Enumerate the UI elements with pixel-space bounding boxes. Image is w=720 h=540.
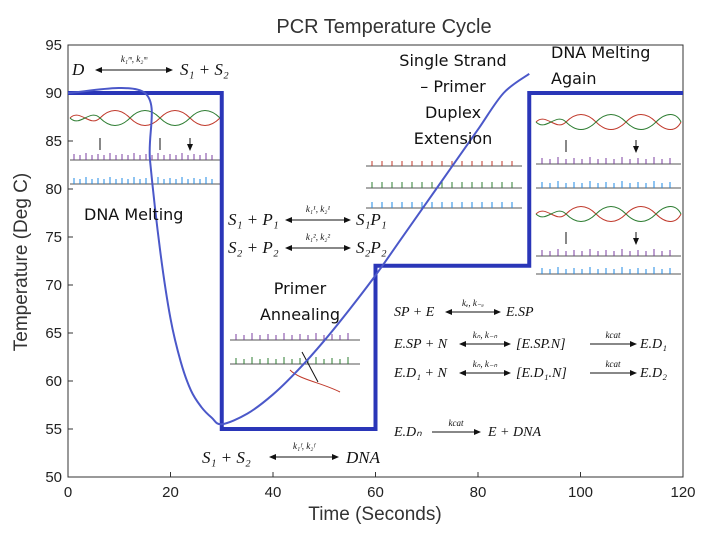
eq-ext-3-rates: kₙ, k₋ₙ xyxy=(473,359,498,369)
melting-again-line-1: DNA Melting xyxy=(551,43,650,62)
melting-again-line-2: Again xyxy=(551,69,597,88)
equation-ext-4: E.Dₙ kcat E + DNA xyxy=(393,418,541,440)
equation-anneal-full: S₁ + S₂ k₁ᶠ, k₂ᶠ DNA xyxy=(202,441,381,467)
equation-ext-2: E.SP + N kₙ, k₋ₙ [E.SP.N] kcat E.D₁ xyxy=(393,330,667,352)
eq-anneal-2-rates: k₁², k₂² xyxy=(306,232,330,242)
actual-temperature-curve xyxy=(67,72,530,426)
extension-line-1: Single Strand xyxy=(399,51,506,70)
eq-anneal-1-left: S₁ + P₁ xyxy=(228,210,279,229)
extension-line-4: Extension xyxy=(414,129,493,148)
y-axis-label: Temperature (Deg C) xyxy=(11,173,32,351)
y-tick-label: 70 xyxy=(45,277,62,294)
eq-anneal-full-left: S₁ + S₂ xyxy=(202,448,251,467)
eq-melt-left: D xyxy=(71,60,85,79)
y-tick-label: 90 xyxy=(45,85,62,102)
eq-anneal-full-right: DNA xyxy=(345,448,381,467)
extension-line-3: Duplex xyxy=(425,103,481,122)
eq-ext-1-right: E.SP xyxy=(505,305,534,320)
axis-ticks: 0 20 40 60 80 100 120 50 55 60 65 70 75 80 85 90 95 xyxy=(45,37,695,501)
eq-anneal-2-left: S₂ + P₂ xyxy=(228,238,279,257)
eq-ext-1-rates: kₑ, k₋ₑ xyxy=(462,298,485,308)
equation-anneal-2: S₂ + P₂ k₁², k₂² S₂P₂ xyxy=(228,232,387,257)
y-tick-label: 85 xyxy=(45,133,62,150)
extension-illustration xyxy=(366,161,522,209)
annotation-annealing: Primer Annealing xyxy=(260,279,340,324)
y-tick-label: 65 xyxy=(45,325,62,342)
eq-ext-2-left: E.SP + N xyxy=(393,337,448,352)
annealing-line-2: Annealing xyxy=(260,305,340,324)
y-tick-label: 50 xyxy=(45,469,62,486)
eq-ext-2-rates-2: kcat xyxy=(606,330,621,340)
y-tick-label: 60 xyxy=(45,373,62,390)
x-tick-label: 100 xyxy=(568,484,593,501)
x-tick-label: 0 xyxy=(64,484,72,501)
eq-ext-4-left: E.Dₙ xyxy=(393,425,422,440)
chart-title: PCR Temperature Cycle xyxy=(276,16,491,38)
eq-ext-1-left: SP + E xyxy=(394,305,435,320)
eq-anneal-full-rates: k₁ᶠ, k₂ᶠ xyxy=(293,441,316,451)
eq-ext-3-left: E.D₁ + N xyxy=(393,366,447,381)
x-tick-label: 40 xyxy=(265,484,282,501)
y-tick-label: 80 xyxy=(45,181,62,198)
annotation-melting-again: DNA Melting Again xyxy=(551,43,650,88)
eq-ext-3-rates-2: kcat xyxy=(606,359,621,369)
eq-anneal-2-right: S₂P₂ xyxy=(356,238,387,257)
annealing-line-1: Primer xyxy=(274,279,327,298)
eq-anneal-1-rates: k₁¹, k₂¹ xyxy=(306,204,330,214)
x-tick-label: 20 xyxy=(162,484,179,501)
setpoint-step-line xyxy=(68,91,683,431)
eq-melt-rates: k₁ᵐ, k₂ᵐ xyxy=(121,54,149,64)
equation-melt: D k₁ᵐ, k₂ᵐ S₁ + S₂ xyxy=(71,54,229,79)
x-tick-label: 120 xyxy=(670,484,695,501)
annotation-melting: DNA Melting xyxy=(84,205,183,224)
eq-ext-4-rates: kcat xyxy=(449,418,464,428)
y-tick-label: 95 xyxy=(45,37,62,54)
series-layer xyxy=(67,72,683,431)
x-tick-label: 60 xyxy=(367,484,384,501)
dna-melting-illustration-left xyxy=(69,110,221,185)
y-tick-label: 75 xyxy=(45,229,62,246)
equation-ext-1: SP + E kₑ, k₋ₑ E.SP xyxy=(394,298,534,320)
dna-illustrations xyxy=(69,110,682,393)
annotation-extension: Single Strand – Primer Duplex Extension xyxy=(399,51,506,148)
extension-line-2: – Primer xyxy=(420,77,486,96)
eq-melt-right: S₁ + S₂ xyxy=(180,60,229,79)
x-tick-label: 80 xyxy=(470,484,487,501)
eq-ext-2-middle: [E.SP.N] xyxy=(516,337,566,352)
equation-ext-3: E.D₁ + N kₙ, k₋ₙ [E.D₁.N] kcat E.D₂ xyxy=(393,359,667,381)
x-axis-label: Time (Seconds) xyxy=(308,504,441,525)
dna-melting-illustration-right-top xyxy=(535,114,682,189)
dna-melting-illustration-right-bottom xyxy=(535,206,682,275)
eq-ext-4-right: E + DNA xyxy=(487,425,541,440)
eq-ext-2-right: E.D₁ xyxy=(639,337,667,352)
equation-anneal-1: S₁ + P₁ k₁¹, k₂¹ S₁P₁ xyxy=(228,204,387,229)
annealing-illustration xyxy=(230,333,360,393)
eq-ext-3-middle: [E.D₁.N] xyxy=(516,366,567,381)
eq-ext-2-rates: kₙ, k₋ₙ xyxy=(473,330,498,340)
eq-ext-3-right: E.D₂ xyxy=(639,366,667,381)
eq-anneal-1-right: S₁P₁ xyxy=(356,210,387,229)
y-tick-label: 55 xyxy=(45,421,62,438)
